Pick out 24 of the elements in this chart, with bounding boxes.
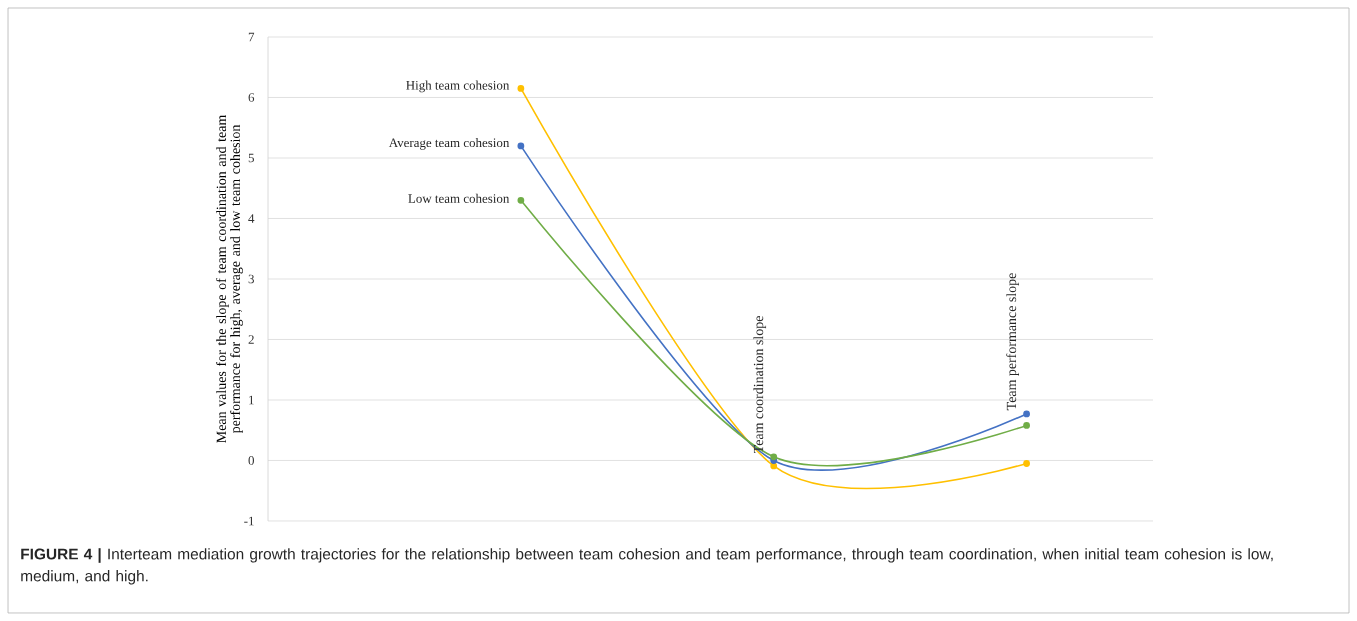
point (517, 142, 525, 150)
y-tick-label: 0 (248, 456, 255, 465)
y-tick-label: 7 (248, 32, 255, 42)
y-tick-label: 4 (248, 214, 255, 223)
y-tick-label: 6 (248, 93, 255, 102)
point (770, 462, 778, 470)
y-tick-label: 3 (248, 274, 254, 284)
point (517, 85, 525, 92)
x-tick-label: Team coordination slope (753, 316, 767, 454)
series-label: Low team cohesion (408, 193, 510, 203)
series-label: High team cohesion (406, 80, 510, 93)
y-tick-label: 5 (248, 153, 254, 163)
series-label: Average team cohesion (388, 138, 510, 150)
y-tick-label: 1 (249, 395, 254, 405)
point (1023, 422, 1030, 429)
y-axis-title: Mean values for the slope of team coordination and team performance for high, average and low team cohesion (216, 114, 243, 443)
y-tick-label: -1 (244, 516, 254, 526)
point (770, 453, 778, 461)
point (1023, 410, 1030, 418)
y-tick-label: 2 (248, 335, 254, 344)
point (517, 196, 525, 204)
point (1023, 460, 1030, 467)
x-tick-label: Team performance slope (1006, 273, 1019, 411)
text: FIGURE 4 | Interteam mediation growth trajectories for the relationship between team cohesion and team performance, through team coordination, when initial team cohesion is low, medium, and high. (21, 548, 1273, 585)
